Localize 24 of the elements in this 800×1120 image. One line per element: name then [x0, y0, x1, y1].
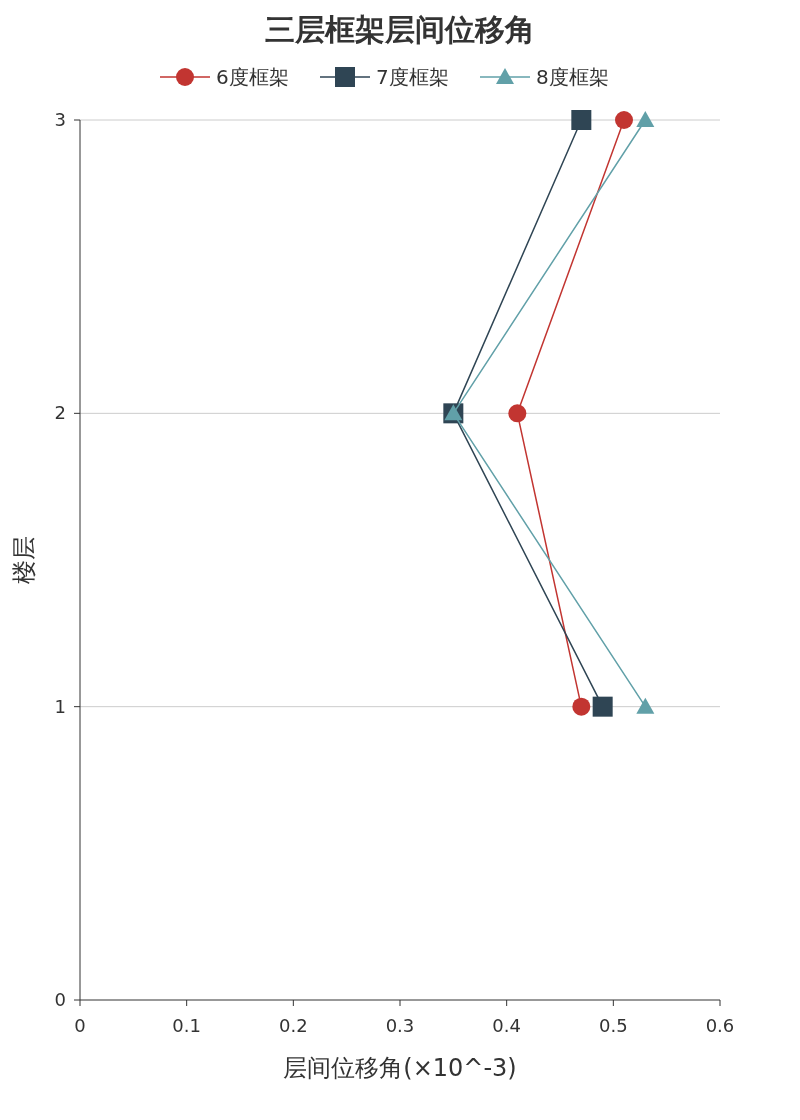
x-axis-title: 层间位移角(×10^-3): [283, 1054, 517, 1082]
y-tick-label: 2: [54, 402, 66, 424]
legend-label: 6度框架: [216, 65, 289, 89]
x-tick-label: 0.4: [492, 1015, 521, 1036]
point: [636, 697, 655, 714]
point: [571, 110, 592, 130]
y-tick-label: 1: [54, 695, 66, 717]
point: [615, 111, 633, 129]
x-tick-label: 0.6: [705, 1015, 735, 1036]
point: [636, 111, 655, 127]
point: [572, 697, 591, 716]
y-tick-label: 3: [54, 109, 66, 130]
x-tick-label: 0.2: [279, 1015, 308, 1036]
legend-label: 7度框架: [376, 65, 449, 89]
point: [592, 696, 613, 717]
y-tick-label: 0: [54, 989, 66, 1010]
legend-label: 8度框架: [536, 65, 609, 89]
y-axis-title: 楼层: [10, 536, 38, 584]
point: [508, 404, 527, 423]
x-tick-label: 0.5: [599, 1015, 628, 1036]
x-tick-label: 0: [74, 1015, 86, 1036]
x-tick-label: 0.3: [385, 1015, 415, 1036]
x-tick-label: 0.1: [172, 1015, 201, 1036]
chart-title: 三层框架层间位移角: [265, 12, 535, 47]
